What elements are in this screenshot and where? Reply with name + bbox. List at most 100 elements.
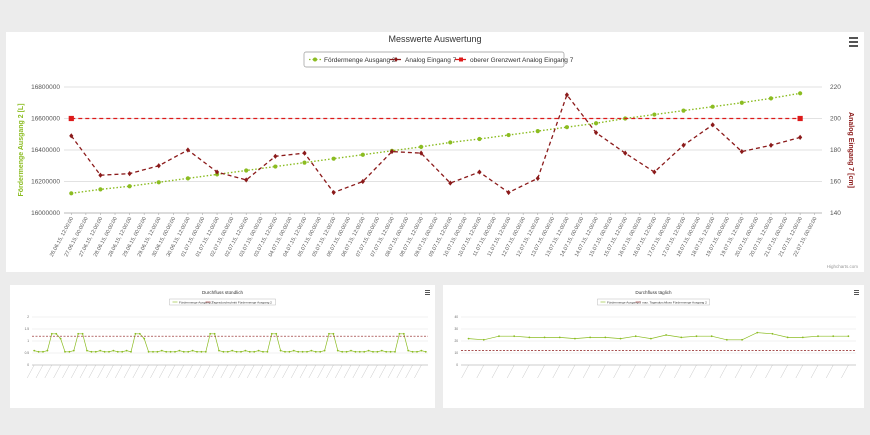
data-point: [420, 349, 423, 352]
x-tick-mark: [167, 364, 176, 379]
legend-item[interactable]: Analog Eingang 7: [390, 57, 457, 64]
data-point: [341, 350, 344, 353]
data-point: [398, 332, 401, 335]
legend-marker-icon: [459, 57, 463, 62]
data-point: [477, 136, 482, 142]
data-point: [222, 350, 225, 353]
data-point: [416, 350, 418, 353]
data-point: [411, 350, 414, 353]
x-tick-mark: [567, 364, 576, 379]
data-point: [467, 337, 470, 340]
x-tick-mark: [826, 364, 834, 379]
x-tick-mark: [658, 364, 667, 379]
data-point: [498, 335, 500, 338]
x-tick-mark: [35, 364, 44, 379]
x-tick-mark: [115, 364, 123, 379]
legend-item[interactable]: oberer Grenzwert Analog Eingang 7: [455, 57, 574, 64]
legend-marker-icon: [313, 57, 317, 62]
y2-tick-label: 160: [830, 179, 841, 186]
x-tick-mark: [476, 364, 484, 379]
data-point: [59, 337, 62, 340]
y-tick-label: 16600000: [31, 116, 60, 123]
data-point: [248, 350, 251, 353]
series: [467, 331, 850, 341]
data-point: [482, 338, 485, 341]
x-tick-mark: [841, 364, 849, 379]
data-point: [156, 180, 161, 185]
data-point: [301, 350, 304, 353]
legend-item[interactable]: max. Tagesdurchfluss Fördermenge Ausgang…: [635, 300, 708, 304]
chart-menu-icon[interactable]: [854, 290, 859, 296]
legend-box: [169, 298, 276, 306]
data-point: [331, 156, 336, 161]
x-tick-mark: [522, 364, 530, 379]
x-tick-mark: [229, 364, 237, 379]
data-point: [513, 335, 516, 338]
data-point: [528, 336, 531, 339]
data-point: [477, 169, 482, 175]
data-point: [33, 349, 36, 352]
data-point: [185, 176, 191, 181]
data-point: [235, 350, 238, 353]
x-tick-mark: [491, 364, 500, 379]
legend-item[interactable]: Tagesdurchschnitt Fördermenge Ausgang 2: [205, 300, 273, 304]
y2-tick-label: 200: [830, 116, 841, 123]
data-point: [419, 144, 424, 149]
data-point: [178, 349, 181, 352]
data-point: [174, 350, 176, 353]
y-tick-label: 16800000: [31, 84, 60, 91]
x-tick-mark: [780, 364, 788, 379]
chart-menu-icon[interactable]: [425, 290, 430, 296]
data-point: [134, 332, 137, 335]
x-tick-mark: [461, 364, 469, 379]
x-tick-mark: [106, 364, 114, 379]
series: [69, 91, 803, 196]
data-point: [127, 184, 132, 189]
x-tick-mark: [176, 364, 184, 379]
legend-item[interactable]: Fördermenge Ausgang 2: [309, 57, 396, 64]
data-point: [46, 349, 49, 352]
data-point: [68, 115, 74, 122]
legend-box: [597, 298, 710, 306]
x-tick-mark: [194, 364, 202, 379]
data-point: [200, 350, 203, 353]
y-tick-label: 2: [27, 315, 29, 319]
data-point: [367, 349, 370, 352]
x-tick-mark: [220, 364, 228, 379]
data-point: [385, 350, 388, 353]
data-point: [130, 350, 132, 353]
legend-item[interactable]: Fördermenge Ausgang 2: [600, 300, 642, 304]
y-tick-label: 10: [454, 351, 458, 355]
data-point: [68, 350, 71, 353]
data-point: [273, 164, 278, 169]
legend-item[interactable]: Fördermenge Ausgang 2: [172, 300, 214, 304]
data-point: [257, 349, 260, 352]
data-point: [98, 172, 103, 178]
data-point: [506, 132, 511, 138]
data-point: [448, 140, 453, 145]
x-tick-mark: [370, 364, 378, 379]
data-point: [187, 350, 190, 353]
series: [69, 92, 803, 196]
chart-menu-icon[interactable]: [849, 37, 858, 49]
legend-label: Fördermenge Ausgang 2: [607, 300, 641, 304]
data-point: [535, 129, 540, 134]
data-point: [160, 349, 163, 352]
x-tick-mark: [255, 364, 264, 379]
x-tick-mark: [211, 364, 220, 379]
data-point: [619, 337, 622, 340]
data-point: [652, 112, 657, 117]
data-point: [266, 350, 269, 353]
y-tick-label: 16400000: [31, 147, 60, 154]
x-tick-mark: [704, 364, 712, 379]
x-tick-mark: [379, 364, 387, 379]
data-point: [244, 349, 247, 352]
data-point: [55, 332, 58, 335]
data-point: [710, 335, 713, 338]
data-point: [448, 180, 453, 186]
data-point: [419, 150, 424, 156]
data-point: [535, 175, 540, 181]
y2-axis-title: Analog Eingang 7 [cm]: [847, 112, 854, 188]
data-point: [354, 350, 357, 353]
data-point: [182, 350, 185, 353]
